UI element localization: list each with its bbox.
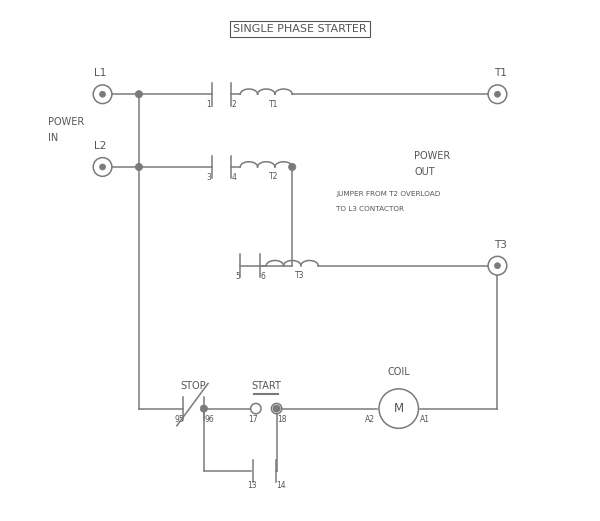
Text: T3: T3	[494, 240, 506, 250]
Text: 5: 5	[235, 271, 240, 281]
Text: START: START	[251, 381, 281, 391]
Text: 1: 1	[206, 100, 211, 109]
Circle shape	[488, 85, 507, 104]
Circle shape	[289, 163, 296, 170]
Text: M: M	[394, 402, 404, 415]
Circle shape	[379, 389, 418, 428]
Circle shape	[100, 91, 106, 97]
Text: 4: 4	[232, 173, 236, 182]
Text: 6: 6	[260, 271, 265, 281]
Text: T1: T1	[494, 68, 506, 78]
Text: JUMPER FROM T2 OVERLOAD: JUMPER FROM T2 OVERLOAD	[337, 191, 441, 196]
Text: IN: IN	[48, 133, 58, 143]
Circle shape	[93, 158, 112, 176]
Text: POWER: POWER	[48, 117, 84, 128]
Circle shape	[100, 164, 106, 170]
Text: 96: 96	[204, 415, 214, 424]
Circle shape	[93, 85, 112, 104]
Text: L1: L1	[94, 68, 106, 78]
Text: 2: 2	[232, 100, 236, 109]
Text: A1: A1	[420, 415, 430, 424]
Text: T2: T2	[269, 172, 279, 181]
Text: 13: 13	[247, 480, 256, 490]
Circle shape	[200, 405, 208, 412]
Circle shape	[251, 403, 261, 414]
Text: COIL: COIL	[388, 367, 410, 377]
Text: 95: 95	[174, 415, 184, 424]
Text: OUT: OUT	[415, 167, 435, 177]
Circle shape	[494, 263, 500, 269]
Text: STOP: STOP	[181, 381, 206, 391]
Text: 3: 3	[206, 173, 212, 182]
Text: SINGLE PHASE STARTER: SINGLE PHASE STARTER	[233, 24, 367, 34]
Circle shape	[494, 91, 500, 97]
Circle shape	[273, 405, 280, 412]
Circle shape	[135, 91, 143, 98]
Text: A2: A2	[365, 415, 374, 424]
Circle shape	[271, 403, 282, 414]
Text: T1: T1	[269, 100, 279, 109]
Text: 18: 18	[277, 415, 287, 424]
Circle shape	[135, 163, 143, 170]
Text: 14: 14	[276, 480, 286, 490]
Text: POWER: POWER	[415, 151, 451, 161]
Text: TO L3 CONTACTOR: TO L3 CONTACTOR	[337, 206, 404, 212]
Text: 17: 17	[248, 415, 258, 424]
Text: L2: L2	[94, 141, 106, 151]
Circle shape	[488, 256, 507, 275]
Text: T3: T3	[295, 271, 305, 280]
